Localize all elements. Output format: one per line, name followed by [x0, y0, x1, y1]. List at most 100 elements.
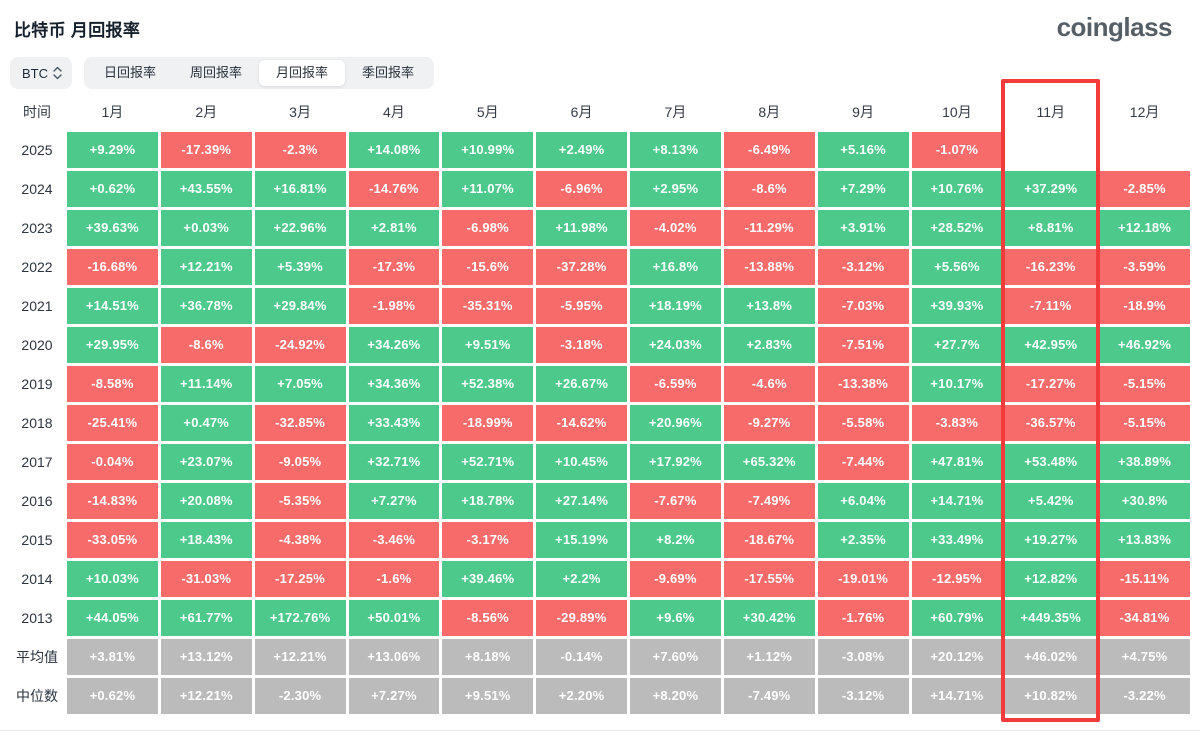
- top-bar: 比特币 月回报率 coinglass: [0, 0, 1200, 43]
- return-cell: +8.13%: [630, 132, 721, 168]
- return-cell: -0.04%: [67, 444, 158, 480]
- row-label: 2021: [21, 298, 53, 314]
- row-label: 中位数: [16, 688, 58, 704]
- return-cell: -9.27%: [723, 405, 815, 441]
- return-cell: +9.51%: [442, 327, 534, 363]
- return-cell: -6.98%: [442, 210, 534, 246]
- return-cell: +2.81%: [348, 210, 440, 246]
- return-cell: +37.29%: [1005, 171, 1097, 207]
- return-cell: +12.82%: [1005, 561, 1097, 597]
- return-cell: +29.95%: [67, 327, 158, 363]
- month-header: 4月: [383, 104, 405, 120]
- return-cell: -15.6%: [442, 249, 534, 285]
- tab-4[interactable]: 季回报率: [345, 60, 431, 86]
- return-cell: +28.52%: [911, 210, 1003, 246]
- return-cell: -17.3%: [348, 249, 440, 285]
- return-cell: +2.83%: [723, 327, 815, 363]
- row-label: 平均值: [16, 649, 58, 665]
- return-cell: -37.28%: [536, 249, 627, 285]
- row-label: 2014: [21, 571, 53, 587]
- return-cell: +1.12%: [723, 639, 815, 675]
- return-cell: +13.83%: [1099, 522, 1190, 558]
- return-cell: -4.02%: [630, 210, 721, 246]
- return-cell: +65.32%: [723, 444, 815, 480]
- return-cell: -4.38%: [254, 522, 346, 558]
- row-label: 2015: [21, 532, 53, 548]
- return-cell: +9.51%: [442, 678, 534, 714]
- return-cell: -8.6%: [723, 171, 815, 207]
- return-cell: +61.77%: [160, 600, 252, 636]
- month-header: 1月: [101, 104, 124, 120]
- return-cell: +39.93%: [911, 288, 1003, 324]
- tab-3[interactable]: 月回报率: [259, 60, 346, 86]
- return-cell: +38.89%: [1099, 444, 1190, 480]
- tab-2[interactable]: 周回报率: [173, 60, 259, 86]
- return-cell: +0.47%: [160, 405, 252, 441]
- return-cell: -25.41%: [67, 405, 158, 441]
- returns-table: 时间 1月 2月 3月 4月 5月 6月 7月 8月 9月 10月 11月 12月 2025 +9.29% -…: [10, 79, 1190, 722]
- row-label: 2020: [21, 337, 53, 353]
- return-cell: -8.6%: [160, 327, 252, 363]
- return-cell: +32.71%: [348, 444, 440, 480]
- return-cell: +39.63%: [67, 210, 158, 246]
- return-cell: +18.78%: [442, 483, 534, 519]
- coin-selector[interactable]: BTC: [10, 57, 72, 89]
- month-header: 5月: [476, 104, 499, 120]
- return-cell: +10.76%: [911, 171, 1003, 207]
- return-cell: -6.96%: [536, 171, 627, 207]
- return-cell: +5.42%: [1005, 483, 1097, 519]
- return-cell: -13.88%: [723, 249, 815, 285]
- return-cell: -8.56%: [442, 600, 534, 636]
- return-cell: +26.67%: [536, 366, 627, 402]
- return-cell: -5.95%: [536, 288, 627, 324]
- return-cell: +24.03%: [630, 327, 721, 363]
- return-cell: +23.07%: [160, 444, 252, 480]
- return-cell: [1099, 132, 1190, 168]
- return-cell: +2.35%: [817, 522, 909, 558]
- return-cell: -17.27%: [1005, 366, 1097, 402]
- return-cell: -1.98%: [348, 288, 440, 324]
- return-cell: -3.12%: [817, 678, 909, 714]
- return-cell: -3.22%: [1099, 678, 1190, 714]
- return-cell: -6.49%: [723, 132, 815, 168]
- return-cell: +8.20%: [630, 678, 721, 714]
- return-cell: +0.03%: [160, 210, 252, 246]
- return-cell: -1.6%: [348, 561, 440, 597]
- return-cell: +8.2%: [630, 522, 721, 558]
- return-cell: +9.29%: [67, 132, 158, 168]
- return-cell: -15.11%: [1099, 561, 1190, 597]
- return-cell: +7.29%: [817, 171, 909, 207]
- return-cell: +0.62%: [67, 171, 158, 207]
- return-cell: +4.75%: [1099, 639, 1190, 675]
- return-cell: +7.60%: [630, 639, 721, 675]
- tab-1[interactable]: 日回报率: [87, 60, 173, 86]
- row-label: 2025: [21, 142, 53, 158]
- return-cell: -3.83%: [911, 405, 1003, 441]
- return-cell: +2.20%: [536, 678, 627, 714]
- row-label: 2022: [21, 259, 53, 275]
- return-cell: +13.12%: [160, 639, 252, 675]
- month-header: 11月: [1036, 104, 1066, 120]
- return-cell: +27.14%: [536, 483, 627, 519]
- return-cell: +7.27%: [348, 678, 440, 714]
- return-cell: -7.51%: [817, 327, 909, 363]
- row-label: 2019: [21, 376, 53, 392]
- return-cell: -2.30%: [254, 678, 346, 714]
- period-tabs: 日回报率 周回报率 月回报率 季回报率: [84, 57, 435, 89]
- return-cell: -24.92%: [254, 327, 346, 363]
- return-cell: +12.21%: [254, 639, 346, 675]
- return-cell: -3.59%: [1099, 249, 1190, 285]
- return-cell: -17.39%: [160, 132, 252, 168]
- month-header: 9月: [852, 104, 874, 120]
- month-header: 12月: [1129, 104, 1160, 120]
- return-cell: +8.81%: [1005, 210, 1097, 246]
- month-header: 7月: [664, 104, 687, 120]
- return-cell: +52.38%: [442, 366, 534, 402]
- row-label: 2024: [21, 181, 53, 197]
- return-cell: +34.26%: [348, 327, 440, 363]
- return-cell: -7.67%: [630, 483, 721, 519]
- return-cell: -2.3%: [254, 132, 346, 168]
- return-cell: -31.03%: [160, 561, 252, 597]
- return-cell: +33.43%: [348, 405, 440, 441]
